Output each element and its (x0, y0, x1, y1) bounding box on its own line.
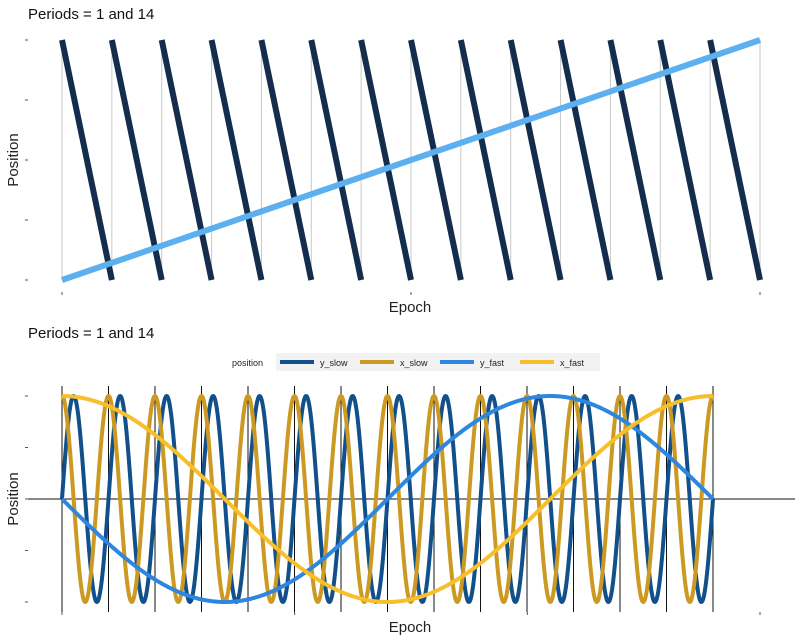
bottom-chart-title: Periods = 1 and 14 (28, 325, 154, 342)
legend-key-bg (516, 353, 600, 371)
top-chart-ticks (25, 39, 761, 295)
top-series-line-0 (59, 39, 763, 281)
top-chart-series (59, 37, 763, 283)
legend-key-bg (276, 353, 360, 371)
bottom-chart-ticks (25, 395, 761, 615)
legend-label-x_fast: x_fast (560, 358, 585, 368)
bottom-chart-xlabel: Epoch (389, 619, 432, 636)
legend-key-bg (436, 353, 520, 371)
legend-key-bg (356, 353, 440, 371)
series-line-x_slow (60, 394, 715, 604)
series-line-x_fast (60, 394, 715, 604)
bottom-chart-legend: position y_slow x_slow y_fast x_fast (232, 353, 600, 371)
bottom-chart-ylabel: Position (5, 472, 22, 525)
legend-title: position (232, 358, 263, 368)
legend-label-y_slow: y_slow (320, 358, 348, 368)
top-chart-xlabel: Epoch (389, 299, 432, 316)
series-line-y_fast (60, 394, 715, 604)
top-chart-ylabel: Position (5, 133, 22, 186)
top-chart-panel: Periods = 1 and 14 Epoch Position (5, 6, 763, 316)
legend-label-x_slow: x_slow (400, 358, 428, 368)
top-chart-title: Periods = 1 and 14 (28, 6, 154, 23)
top-series-line-1 (61, 37, 761, 283)
legend-label-y_fast: y_fast (480, 358, 505, 368)
bottom-chart-panel: Periods = 1 and 14 position y_slow x_slow… (5, 325, 795, 636)
bottom-chart-series (60, 394, 715, 604)
top-chart-gridlines (61, 40, 761, 280)
